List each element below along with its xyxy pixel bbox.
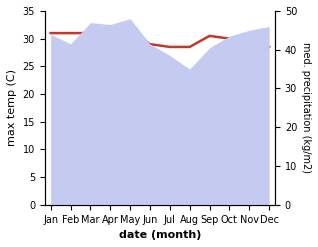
X-axis label: date (month): date (month) [119, 230, 201, 240]
Y-axis label: max temp (C): max temp (C) [7, 69, 17, 146]
Y-axis label: med. precipitation (kg/m2): med. precipitation (kg/m2) [301, 42, 311, 173]
